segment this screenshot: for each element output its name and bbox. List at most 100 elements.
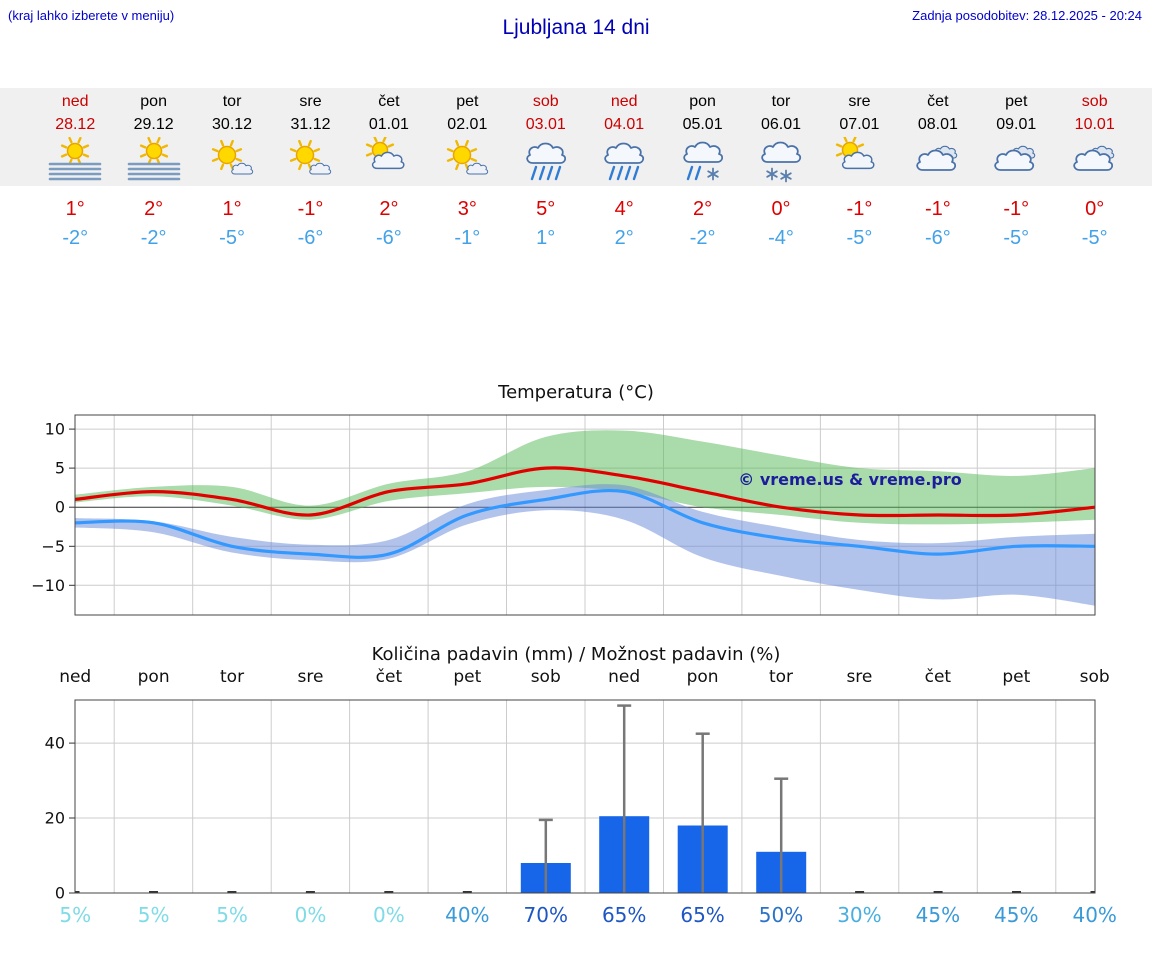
precip-day-label: pet — [453, 667, 482, 687]
last-updated: Zadnja posodobitev: 28.12.2025 - 20:24 — [912, 8, 1142, 23]
day-date: 31.12 — [290, 116, 331, 133]
precip-probability-row: 5% 5% 5% 0% 0% 40% 70% 65% 65% 50% 30% 45% 45% 40% — [36, 903, 1134, 927]
mostly-sunny-icon — [447, 139, 489, 175]
precip-day-label: tor — [220, 667, 245, 687]
temp-min: -6° — [924, 227, 951, 249]
precip-probability: 45% — [915, 903, 961, 927]
y-tick-label: 20 — [45, 809, 65, 828]
y-tick-label: −10 — [31, 576, 65, 595]
temp-max: -1° — [924, 198, 951, 220]
mostly-sunny-icon — [211, 139, 254, 175]
day-name: tor — [771, 93, 791, 110]
y-tick-label: −5 — [41, 537, 65, 556]
precip-probability: 65% — [601, 903, 647, 927]
temp-min: -2° — [140, 227, 167, 249]
precip-zero-mark — [149, 891, 158, 893]
band-min-range — [75, 484, 1095, 606]
precip-day-label: sob — [1079, 667, 1110, 687]
temp-max: 2° — [379, 198, 399, 220]
temp-min: -5° — [846, 227, 873, 249]
temp-max: 1° — [222, 198, 242, 220]
precip-day-label: sre — [846, 667, 873, 687]
temp-max: -1° — [1003, 198, 1030, 220]
precipitation-chart-title: Količina padavin (mm) / Možnost padavin … — [371, 644, 781, 665]
precip-probability: 5% — [216, 903, 248, 927]
y-tick-label: 10 — [45, 420, 65, 439]
day-name: čet — [378, 93, 400, 110]
day-name: čet — [927, 93, 949, 110]
temp-max: 3° — [457, 198, 477, 220]
day-date: 30.12 — [212, 116, 253, 133]
day-name: sre — [299, 93, 322, 110]
precip-zero-mark — [227, 891, 237, 893]
day-name: sob — [532, 93, 559, 110]
day-date: 05.01 — [682, 116, 723, 133]
precip-probability: 0% — [373, 903, 405, 927]
precip-day-label: sre — [297, 667, 324, 687]
temp-min: -4° — [768, 227, 794, 249]
y-tick-label: 5 — [55, 459, 65, 478]
mostly-sunny-icon — [290, 139, 332, 175]
day-name: pon — [689, 93, 716, 110]
band-max-range — [75, 430, 1095, 525]
cloudy-icon — [1072, 145, 1114, 171]
temp-max: 2° — [144, 198, 164, 220]
day-date: 04.01 — [604, 116, 645, 133]
temperature-chart-title: Temperatura (°C) — [498, 382, 654, 403]
page-title: Ljubljana 14 dni — [502, 16, 650, 39]
precip-zero-mark — [1090, 891, 1095, 893]
weather-icon-sun-fog — [36, 136, 114, 186]
rain-icon — [604, 142, 645, 181]
day-date: 09.01 — [996, 116, 1037, 133]
weather-icon-partly-cloudy — [820, 135, 898, 186]
day-column: tor 30.12 1° -5° — [193, 88, 271, 252]
temp-max: 5° — [536, 198, 556, 220]
day-name: pon — [140, 93, 167, 110]
precip-probability: 65% — [680, 903, 725, 927]
y-tick-label: 0 — [55, 884, 65, 903]
precip-day-labels: ned pon tor sre čet pet sob ned pon tor sre čet pet s… — [36, 667, 1134, 687]
precip-probability: 5% — [59, 903, 92, 927]
temp-min: -1° — [454, 227, 481, 249]
precipitation-chart: 0 20 40 — [0, 690, 1152, 910]
weather-icon-snow — [742, 136, 820, 186]
temp-min: -6° — [297, 227, 324, 249]
day-column: sob 03.01 5° 1° — [507, 88, 585, 252]
day-column: ned 28.12 1° -2° — [36, 88, 114, 252]
temp-min: 1° — [536, 227, 556, 249]
precip-probability: 40% — [1072, 903, 1117, 927]
temp-max: 0° — [771, 198, 791, 220]
day-name: ned — [61, 93, 89, 110]
temp-max: 4° — [614, 198, 634, 220]
day-date: 02.01 — [447, 116, 488, 133]
precip-day-label: ned — [59, 667, 92, 687]
precip-day-label: pon — [686, 667, 719, 687]
temp-min: -5° — [1003, 227, 1030, 249]
precip-probability: 30% — [837, 903, 882, 927]
day-date: 03.01 — [525, 116, 566, 133]
precip-day-label: tor — [768, 667, 794, 687]
day-date: 01.01 — [368, 116, 409, 133]
precip-probability: 70% — [523, 903, 568, 927]
precip-probability: 5% — [137, 903, 170, 927]
precip-zero-mark — [855, 891, 865, 893]
day-column: tor 06.01 0° -4° — [742, 88, 820, 252]
rain-icon — [526, 142, 566, 181]
precip-zero-mark — [462, 891, 472, 893]
day-column: pet 09.01 -1° -5° — [977, 88, 1055, 252]
day-column: pet 02.01 3° -1° — [428, 88, 506, 252]
temp-min: -2° — [689, 227, 716, 249]
day-date: 28.12 — [55, 116, 96, 133]
precip-probability: 45% — [994, 903, 1039, 927]
day-name: pet — [456, 93, 479, 110]
weather-icon-mostly-sunny — [428, 136, 506, 186]
precip-probability: 40% — [445, 903, 490, 927]
precip-day-label: sob — [530, 667, 561, 687]
min-temp-line — [75, 488, 1095, 559]
day-date: 10.01 — [1074, 116, 1115, 133]
day-name: sob — [1081, 93, 1108, 110]
weather-icon-cloudy — [1055, 136, 1133, 186]
weather-icon-mostly-sunny — [193, 136, 271, 186]
location-hint: (kraj lahko izberete v meniju) — [8, 8, 175, 23]
temp-min: -2° — [62, 227, 89, 249]
